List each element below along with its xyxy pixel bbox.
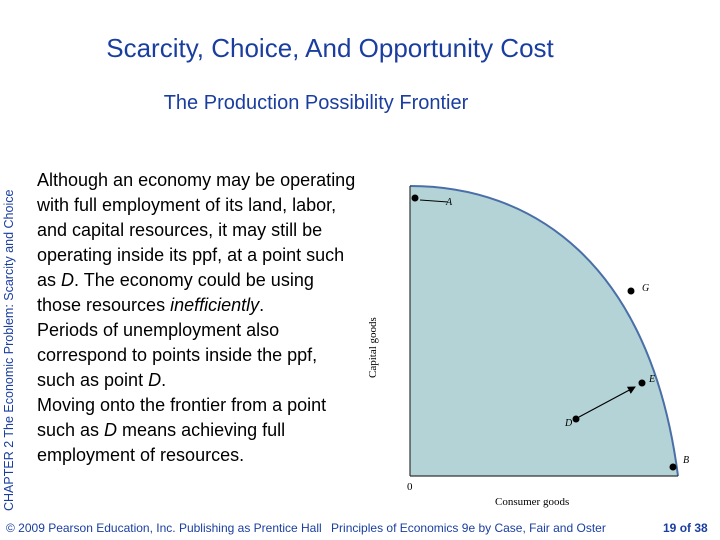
footer: © 2009 Pearson Education, Inc. Publishin… [6, 521, 612, 535]
paragraph-3: Moving onto the frontier from a point su… [37, 395, 327, 465]
slide-subtitle: The Production Possibility Frontier [163, 92, 469, 114]
point-D [572, 415, 580, 423]
point-G [627, 287, 635, 295]
paragraph-1: Although an economy may be operating wit… [37, 170, 356, 315]
paragraph-2: Periods of unemployment also correspond … [37, 320, 318, 390]
label-A: A [445, 197, 453, 208]
origin-label: 0 [407, 481, 413, 493]
point-A [411, 194, 419, 202]
ppf-diagram: Capital goods Consumer goods 0 A G E B D [367, 185, 689, 508]
footer-book: Principles of Economics 9e by Case, Fair… [331, 521, 606, 535]
point-B [669, 463, 677, 471]
arrow-to-A [419, 199, 449, 203]
point-E [638, 379, 646, 387]
ppf-curve [409, 185, 679, 477]
feasible-region [410, 186, 678, 476]
y-axis-label: Capital goods [367, 317, 379, 378]
chapter-side-label: CHAPTER 2 The Economic Problem: Scarcity… [2, 189, 16, 511]
arrow-D-to-E [578, 386, 636, 418]
x-axis-label: Consumer goods [495, 496, 569, 508]
label-B: B [683, 455, 689, 466]
page-number: 19 of 38 [663, 521, 708, 535]
label-G: G [642, 283, 649, 294]
footer-copyright: © 2009 Pearson Education, Inc. Publishin… [6, 521, 322, 535]
slide-title: Scarcity, Choice, And Opportunity Cost [106, 33, 554, 63]
body-text: Although an economy may be operating wit… [37, 168, 357, 468]
label-D: D [564, 418, 573, 429]
label-E: E [648, 374, 655, 385]
